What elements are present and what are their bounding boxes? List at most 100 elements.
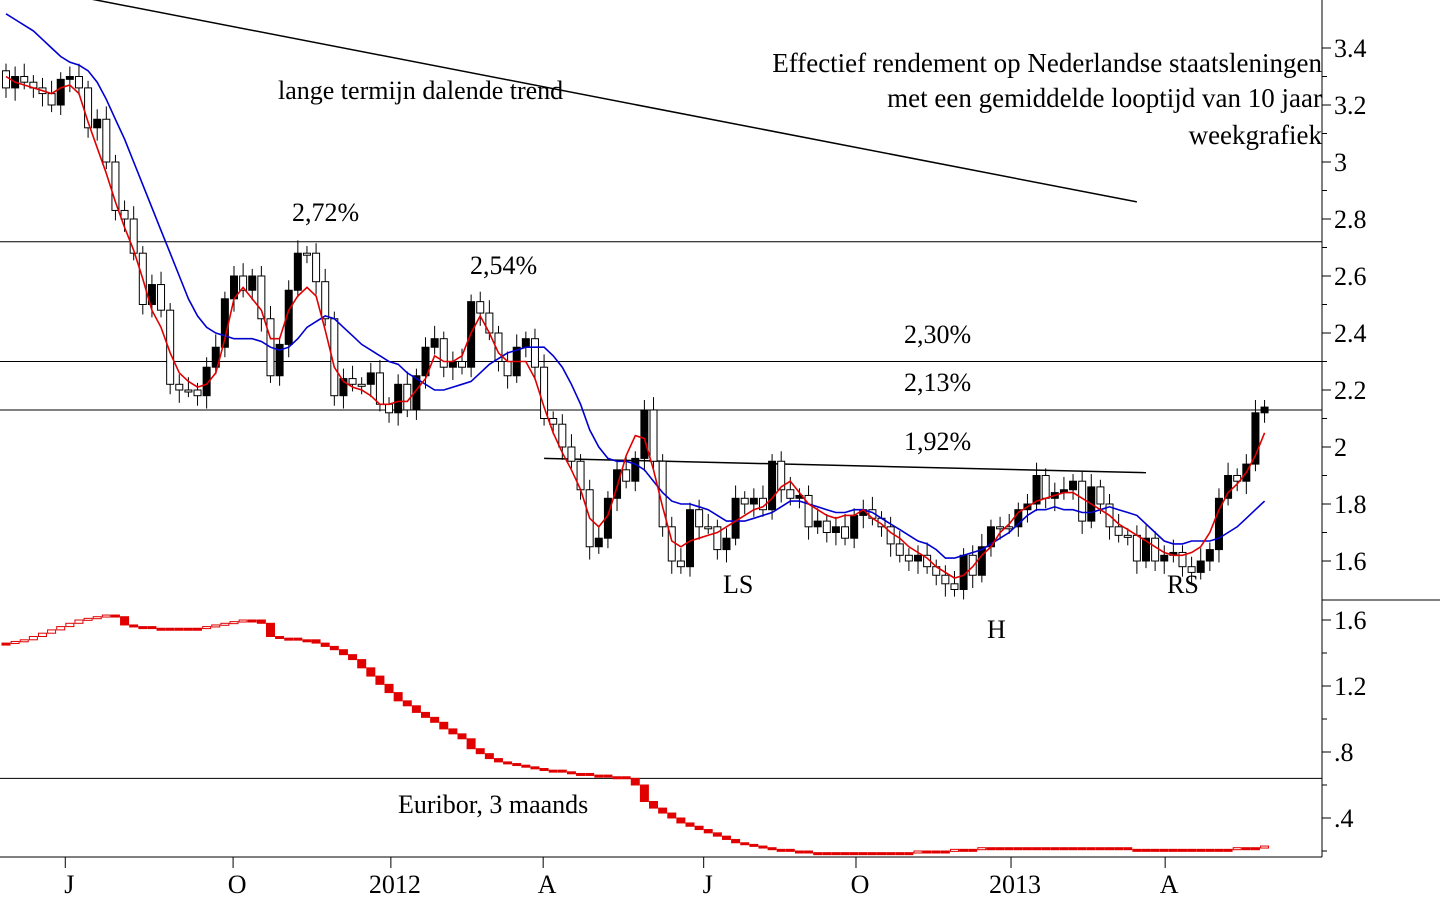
- euribor-bar: [275, 636, 285, 639]
- candle-up: [302, 252, 311, 256]
- candle-down: [1260, 406, 1269, 414]
- euribor-bar: [1159, 848, 1169, 852]
- candle-down: [1196, 560, 1205, 573]
- candle-down: [813, 520, 822, 528]
- candle-down: [731, 497, 740, 539]
- euribor-bar: [1032, 847, 1042, 851]
- left-shoulder-label: LS: [723, 570, 753, 599]
- candle-up: [494, 332, 503, 362]
- peak-label-254: 2,54%: [470, 251, 537, 280]
- euribor-bar: [503, 761, 513, 765]
- euribor-bar: [366, 667, 376, 677]
- euribor-bar: [767, 847, 777, 851]
- candle-up: [1187, 566, 1196, 573]
- candle-up: [540, 366, 549, 420]
- euribor-bar: [822, 852, 832, 856]
- euribor-bar: [311, 639, 321, 644]
- candle-up: [713, 526, 722, 551]
- candle-up: [941, 574, 950, 585]
- candle-up: [1132, 534, 1141, 562]
- candle-up: [385, 403, 394, 414]
- candle-down: [977, 546, 986, 576]
- euribor-bar: [247, 619, 257, 623]
- candle-up: [649, 409, 658, 462]
- euribor-bar: [794, 850, 804, 854]
- euribor-bar: [1059, 847, 1069, 851]
- candle-down: [914, 554, 922, 562]
- level-label-230: 2,30%: [904, 320, 971, 349]
- candle-down: [284, 289, 293, 345]
- y-tick-label: 2: [1334, 433, 1347, 462]
- candle-up: [239, 275, 248, 291]
- euribor-bar: [712, 832, 722, 837]
- x-tick-label: J: [64, 870, 74, 899]
- euribor-bar: [402, 700, 412, 707]
- y-tick-label: 1.8: [1334, 490, 1367, 519]
- euribor-bar: [1077, 847, 1087, 851]
- x-tick-label: A: [538, 870, 557, 899]
- euribor-bar: [293, 637, 303, 641]
- euribor-bar: [1205, 848, 1215, 852]
- y-tick-label: 3.2: [1334, 91, 1367, 120]
- candle-down: [631, 457, 640, 482]
- euribor-bar: [858, 852, 868, 856]
- euribor-bar: [649, 801, 659, 809]
- euribor-bar: [238, 619, 248, 623]
- euribor-tick-label: 1.2: [1334, 672, 1367, 701]
- peak-label-272: 2,72%: [292, 198, 359, 227]
- candle-up: [704, 526, 713, 530]
- euribor-bar: [338, 649, 348, 656]
- x-tick-label: J: [703, 870, 713, 899]
- candle-down: [93, 118, 102, 129]
- candle-down: [640, 409, 649, 459]
- euribor-bar: [612, 776, 622, 780]
- chart-title-line-2: met een gemiddelde looptijd van 10 jaar: [887, 83, 1322, 113]
- candle-down: [768, 460, 777, 511]
- euribor-bar: [895, 852, 905, 856]
- euribor-tick-label: .8: [1334, 738, 1354, 767]
- euribor-bar: [849, 852, 859, 856]
- euribor-bar: [731, 838, 741, 844]
- euribor-bar: [493, 758, 503, 763]
- euribor-bar: [703, 829, 713, 834]
- candle-up: [622, 469, 631, 482]
- candle-up: [530, 338, 539, 368]
- candle-up: [175, 383, 184, 391]
- euribor-bar: [603, 774, 613, 778]
- candle-down: [202, 366, 211, 397]
- euribor-bar: [977, 847, 987, 851]
- candle-up: [312, 252, 321, 283]
- euribor-bar: [576, 772, 586, 776]
- candle-up: [740, 497, 749, 505]
- euribor-bar: [877, 852, 887, 856]
- euribor-bar: [813, 852, 823, 856]
- candle-up: [841, 526, 850, 539]
- candle-up: [321, 281, 330, 320]
- euribor-bar: [776, 848, 786, 852]
- euribor-bar: [1022, 847, 1032, 851]
- euribor-bar: [931, 850, 941, 854]
- level-label-213: 2,13%: [904, 368, 971, 397]
- y-tick-label: 2.8: [1334, 205, 1367, 234]
- euribor-bar: [521, 764, 531, 768]
- candle-up: [439, 338, 448, 368]
- chart-title-line-1: Effectief rendement op Nederlandse staat…: [772, 48, 1322, 78]
- euribor-bar: [37, 632, 47, 638]
- euribor-label: Euribor, 3 maands: [398, 790, 588, 819]
- candle-up: [20, 76, 29, 83]
- euribor-bar: [685, 822, 695, 827]
- candle-up: [375, 372, 384, 405]
- x-tick-label: 2013: [989, 870, 1041, 899]
- candle-up: [111, 161, 120, 211]
- euribor-bar: [147, 626, 157, 630]
- candle-down: [749, 497, 758, 505]
- candle-down: [1014, 509, 1023, 528]
- candle-up: [503, 361, 512, 377]
- euribor-bar: [676, 817, 686, 824]
- candle-down: [394, 383, 403, 414]
- euribor-bar: [585, 772, 595, 776]
- euribor-bar: [101, 614, 111, 618]
- candle-down: [448, 361, 457, 368]
- euribor-bar: [922, 850, 932, 854]
- y-tick-label: 3.4: [1334, 34, 1367, 63]
